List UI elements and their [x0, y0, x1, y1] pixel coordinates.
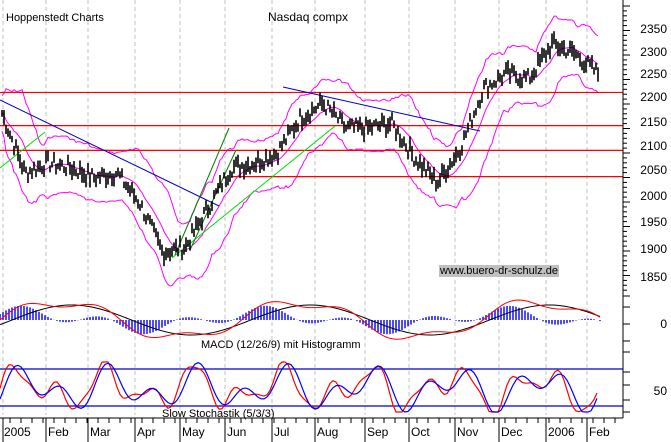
x-tick-2005: 2005	[4, 425, 31, 439]
x-tick-apr: Apr	[137, 425, 156, 439]
x-tick-may: May	[182, 425, 205, 439]
y-tick-2000: 2000	[640, 189, 667, 203]
price-bars	[1, 31, 599, 267]
chart-source-label: Hoppenstedt Charts	[6, 12, 104, 24]
y-tick-1900: 1900	[640, 242, 667, 256]
x-tick-2006: 2006	[548, 425, 575, 439]
x-tick-aug: Aug	[317, 425, 339, 439]
axis-frame	[0, 0, 630, 442]
macd-zero-tick: 0	[660, 317, 667, 331]
macd-panel	[0, 299, 601, 340]
y-tick-2250: 2250	[640, 67, 667, 81]
x-tick-oct: Oct	[411, 425, 430, 439]
x-tick-mar: Mar	[90, 425, 111, 439]
y-tick-1950: 1950	[640, 215, 667, 229]
trend-lines	[0, 86, 481, 259]
stoch-50-tick: 50	[653, 384, 667, 398]
x-tick-jul: Jul	[274, 425, 290, 439]
x-tick-sep: Sep	[367, 425, 389, 439]
watermark-url: www.buero-dr-schulz.de	[439, 265, 559, 277]
y-tick-2150: 2150	[640, 115, 667, 129]
x-tick-nov: Nov	[457, 425, 479, 439]
y-tick-2200: 2200	[640, 90, 667, 104]
x-tick-jun: Jun	[227, 425, 247, 439]
x-tick-feb-2006: Feb	[589, 425, 610, 439]
month-grid-lines	[2, 0, 588, 415]
x-tick-dec: Dec	[501, 425, 523, 439]
y-tick-2300: 2300	[640, 45, 667, 59]
stochastic-label: Slow Stochastik (5/3/3)	[162, 408, 275, 420]
x-tick-feb: Feb	[48, 425, 69, 439]
macd-label: MACD (12/26/9) mit Histogramm	[201, 339, 361, 351]
y-tick-2350: 2350	[640, 22, 667, 36]
y-tick-1850: 1850	[640, 270, 667, 284]
y-tick-2100: 2100	[640, 139, 667, 153]
stochastic-panel	[0, 361, 623, 413]
chart-title: Nasdaq compx	[268, 10, 349, 24]
y-tick-2050: 2050	[640, 163, 667, 177]
